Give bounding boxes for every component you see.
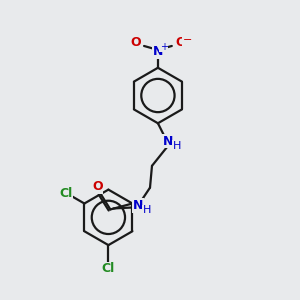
Text: N: N xyxy=(163,135,173,148)
Text: −: − xyxy=(183,35,192,45)
Text: N: N xyxy=(153,45,163,58)
Text: N: N xyxy=(133,199,143,212)
Text: +: + xyxy=(160,42,168,52)
Text: O: O xyxy=(131,37,141,50)
Text: O: O xyxy=(92,180,103,193)
Text: Cl: Cl xyxy=(102,262,115,275)
Text: Cl: Cl xyxy=(59,187,73,200)
Text: O: O xyxy=(176,37,186,50)
Text: H: H xyxy=(143,206,151,215)
Text: H: H xyxy=(172,141,181,151)
